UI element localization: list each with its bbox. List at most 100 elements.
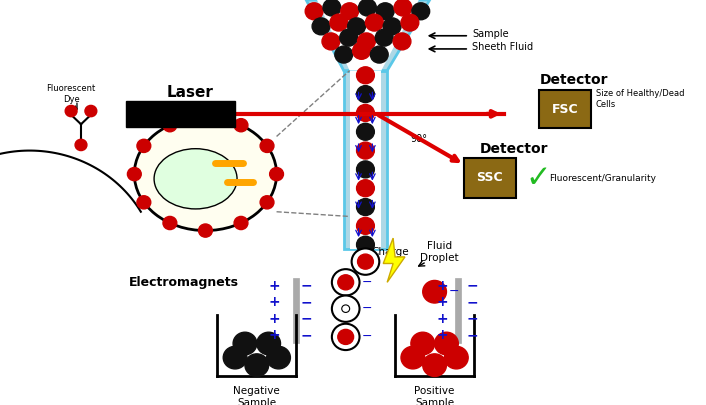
Circle shape [305, 3, 323, 20]
Text: −: − [467, 295, 478, 309]
Circle shape [260, 139, 274, 152]
Text: Sample: Sample [237, 398, 276, 405]
Text: +: + [437, 312, 448, 326]
Circle shape [234, 119, 248, 132]
Ellipse shape [134, 117, 277, 230]
Circle shape [332, 324, 359, 350]
Circle shape [337, 275, 354, 290]
Circle shape [359, 0, 376, 16]
Text: −: − [467, 312, 478, 326]
Circle shape [332, 296, 359, 322]
Circle shape [267, 346, 290, 369]
Text: −: − [300, 279, 312, 293]
Text: Fluorescent
Dye: Fluorescent Dye [47, 84, 96, 104]
Text: Sample: Sample [472, 29, 509, 39]
Circle shape [445, 346, 468, 369]
Text: Size of Healthy/Dead
Cells: Size of Healthy/Dead Cells [596, 89, 684, 109]
Circle shape [401, 14, 419, 31]
Text: ✓: ✓ [525, 164, 551, 193]
Polygon shape [306, 0, 430, 70]
Circle shape [75, 139, 87, 151]
Circle shape [366, 14, 383, 31]
Bar [344, 70, 387, 249]
Circle shape [376, 29, 393, 46]
Circle shape [393, 33, 411, 50]
Circle shape [198, 111, 213, 124]
Text: SSC: SSC [477, 171, 503, 184]
Polygon shape [383, 238, 405, 282]
Circle shape [357, 104, 374, 122]
Text: −: − [467, 328, 478, 342]
Circle shape [335, 46, 352, 63]
Text: −: − [467, 279, 478, 293]
Circle shape [357, 142, 374, 159]
Text: FSC: FSC [551, 102, 578, 116]
Circle shape [330, 14, 347, 31]
Circle shape [332, 269, 359, 296]
Circle shape [352, 248, 379, 275]
Circle shape [401, 346, 425, 369]
Circle shape [357, 33, 376, 50]
Circle shape [137, 196, 151, 209]
Circle shape [270, 168, 284, 181]
Text: 90°: 90° [410, 134, 427, 144]
Text: Charge: Charge [371, 247, 409, 257]
Circle shape [371, 46, 388, 63]
Circle shape [342, 305, 349, 312]
Text: −: − [300, 295, 312, 309]
Circle shape [357, 161, 374, 178]
Text: Sample: Sample [415, 398, 454, 405]
Circle shape [312, 18, 330, 35]
Circle shape [347, 18, 366, 35]
Circle shape [357, 198, 374, 215]
Circle shape [357, 180, 374, 197]
Bar [294, 277, 299, 343]
Circle shape [127, 168, 141, 181]
Circle shape [411, 332, 435, 355]
Bar [349, 70, 381, 249]
Ellipse shape [154, 149, 237, 209]
Circle shape [383, 18, 401, 35]
Bar [455, 277, 461, 343]
Text: Electromagnets: Electromagnets [128, 276, 239, 289]
Text: Sheeth Fluid: Sheeth Fluid [472, 42, 533, 52]
Bar [126, 101, 235, 127]
Circle shape [357, 254, 373, 269]
Text: −: − [300, 312, 312, 326]
Circle shape [412, 3, 430, 20]
Circle shape [163, 119, 176, 132]
Text: +: + [437, 328, 448, 342]
Text: Positive: Positive [414, 386, 455, 396]
Text: +: + [269, 328, 280, 342]
Circle shape [257, 332, 280, 355]
Circle shape [137, 139, 151, 152]
Circle shape [340, 29, 357, 46]
Circle shape [341, 3, 359, 20]
Bar [465, 158, 515, 198]
Circle shape [357, 67, 374, 84]
Circle shape [394, 0, 412, 16]
Text: Negative: Negative [234, 386, 280, 396]
Circle shape [245, 354, 269, 376]
Circle shape [234, 216, 248, 230]
Text: Fluid
Droplet: Fluid Droplet [420, 241, 459, 263]
Text: Detector: Detector [480, 142, 549, 156]
Circle shape [260, 196, 274, 209]
Text: Detector: Detector [539, 73, 608, 87]
Text: Fluorescent/Granularity: Fluorescent/Granularity [549, 174, 656, 183]
Circle shape [352, 43, 371, 59]
Text: +: + [437, 295, 448, 309]
Circle shape [357, 217, 374, 234]
Circle shape [198, 224, 213, 237]
Circle shape [357, 85, 374, 102]
Circle shape [65, 105, 77, 117]
Text: −: − [448, 285, 459, 298]
Circle shape [223, 346, 247, 369]
Circle shape [357, 236, 374, 253]
Text: +: + [269, 295, 280, 309]
Polygon shape [317, 0, 419, 70]
Circle shape [322, 33, 340, 50]
Text: −: − [361, 302, 372, 315]
Circle shape [423, 280, 446, 303]
Text: +: + [437, 279, 448, 293]
